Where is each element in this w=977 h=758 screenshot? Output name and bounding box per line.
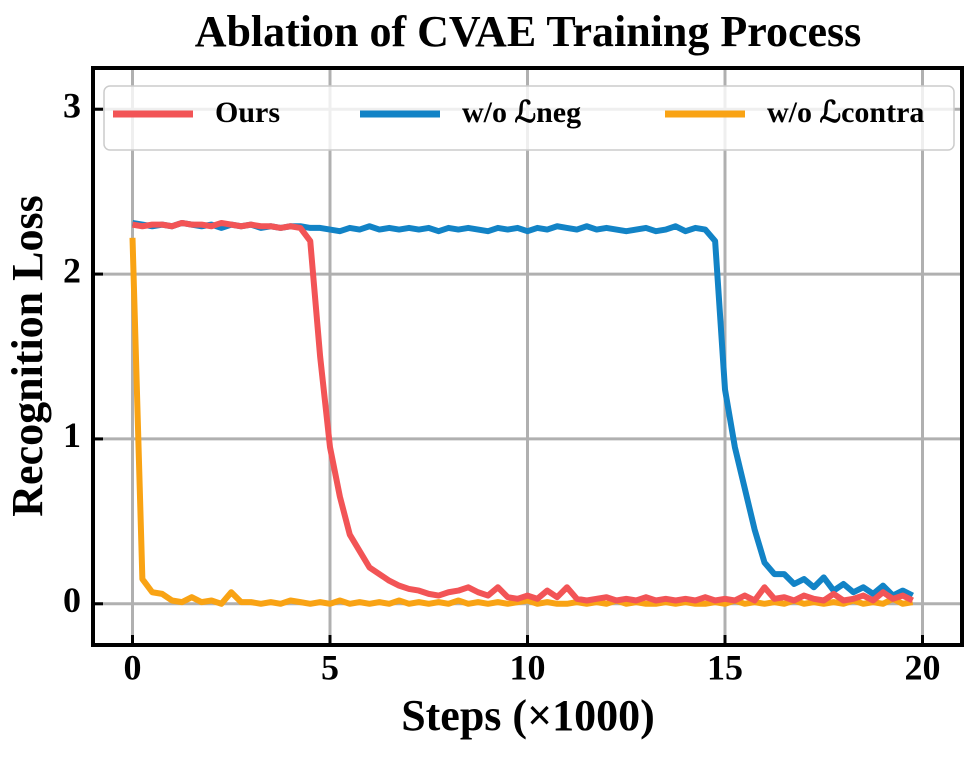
legend-label: Ours [215,96,280,129]
chart-title: Ablation of CVAE Training Process [195,7,862,56]
y-tick-label: 3 [63,85,81,125]
y-tick-label: 0 [63,580,81,620]
line-series [132,219,914,604]
x-tick-label: 0 [124,647,142,687]
legend-box [103,85,955,151]
line-series [132,219,914,599]
line-series [129,237,914,607]
x-tick-label: 15 [707,647,743,687]
legend-label: w/o ℒneg [462,96,581,129]
x-tick-label: 20 [905,647,941,687]
y-axis-label: Recognition Loss [3,195,52,516]
plot-frame [91,66,964,647]
legend-label: w/o ℒcontra [767,96,924,129]
y-tick-label: 2 [63,250,81,290]
x-tick-label: 10 [510,647,546,687]
x-axis-label: Steps (×1000) [401,691,655,740]
x-tick-label: 5 [321,647,339,687]
y-tick-label: 1 [63,415,81,455]
